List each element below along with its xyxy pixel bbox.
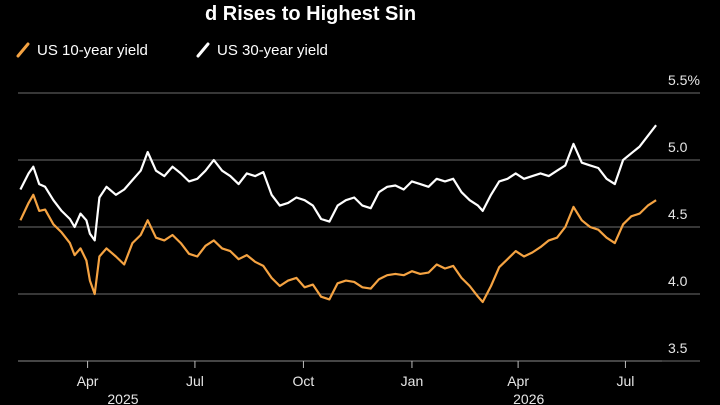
y-tick-label-1: 5.0 xyxy=(668,139,688,155)
series-line-30y xyxy=(19,124,657,242)
x-tick-label-0: Apr xyxy=(77,373,99,389)
y-tick-label-4: 3.5 xyxy=(668,340,688,356)
x-year-label-0: 2025 xyxy=(107,391,138,405)
legend-label-10y: US 10-year yield xyxy=(37,42,148,59)
y-tick-label-3: 4.0 xyxy=(668,273,688,289)
x-tick-label-4: Apr xyxy=(507,373,529,389)
legend-item-10y: US 10-year yield xyxy=(16,42,148,59)
legend-label-30y: US 30-year yield xyxy=(217,42,328,59)
y-tick-label-2: 4.5 xyxy=(668,206,688,222)
x-tick-label-2: Oct xyxy=(293,373,315,389)
x-tick-label-3: Jan xyxy=(401,373,424,389)
x-tick-label-5: Jul xyxy=(616,373,634,389)
legend-item-30y: US 30-year yield xyxy=(196,42,328,59)
y-tick-label-0: 5.5% xyxy=(668,72,700,88)
y-axis-ticks: 5.5% 5.0 4.5 4.0 3.5 xyxy=(668,72,700,356)
series-lines xyxy=(19,124,657,304)
series-line-10y xyxy=(19,193,657,304)
x-axis-ticks: Apr Jul Oct Jan Apr Jul 2025 2026 xyxy=(18,360,662,405)
legend-swatch-30y xyxy=(196,42,210,58)
x-year-label-1: 2026 xyxy=(513,391,544,405)
legend: US 10-year yield US 30-year yield xyxy=(16,42,328,59)
chart-title: d Rises to Highest Sin xyxy=(205,3,416,25)
legend-swatch-10y xyxy=(16,42,30,58)
x-tick-label-1: Jul xyxy=(186,373,204,389)
gridlines xyxy=(18,92,700,362)
